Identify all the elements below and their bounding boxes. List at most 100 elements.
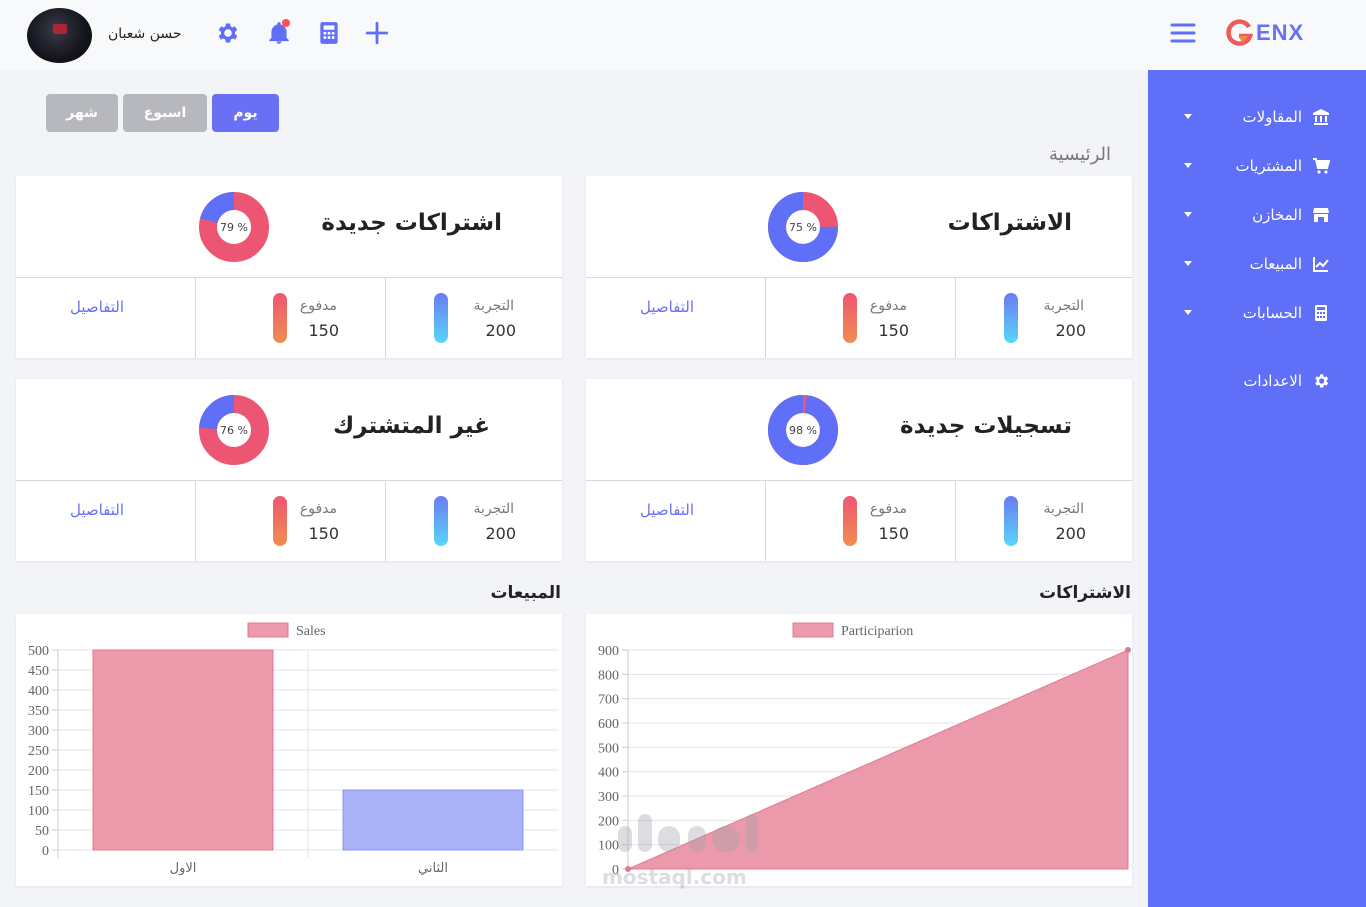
chart-legend: Sales	[247, 622, 326, 639]
y-tick-label: 600	[598, 717, 619, 732]
details-cell: التفاصيل	[16, 481, 195, 561]
chart-legend: Participarion	[792, 622, 913, 639]
details-link[interactable]: التفاصيل	[70, 501, 125, 519]
trial-label: التجربة	[473, 298, 514, 314]
bar[interactable]	[342, 789, 524, 851]
donut-percent-label: 75 %	[789, 221, 817, 234]
card-title: غير المتشترك	[333, 413, 490, 439]
sidebar-item-contracts[interactable]: المقاولات	[1148, 102, 1366, 132]
chevron-down-icon[interactable]	[1184, 310, 1192, 315]
watermark-logo: mostaql.com	[602, 814, 758, 889]
y-tick-label: 50	[35, 824, 49, 839]
y-tick-label: 800	[598, 668, 619, 683]
donut-value-arc	[768, 395, 838, 465]
trial-bar-icon	[434, 293, 448, 343]
donut-center	[787, 211, 819, 243]
sidebar-item-settings[interactable]: الاعدادات	[1148, 366, 1366, 396]
sidebar-item-purchases[interactable]: المشتريات	[1148, 151, 1366, 181]
card-header: غير المتشترك 76 %	[16, 379, 562, 481]
subscriptions-area-chart: Participarion 0 100 200 300 400 500 600 700 800 90…	[586, 614, 1132, 886]
sidebar-item-accounts[interactable]: الحسابات	[1148, 298, 1366, 328]
data-point[interactable]	[1125, 647, 1131, 653]
calculator-icon	[1312, 304, 1330, 322]
trial-stat: التجربة 200	[955, 278, 1132, 358]
bell-icon[interactable]	[264, 18, 294, 48]
y-tick-label: 0	[42, 844, 49, 859]
area-chart-svg: Participarion 0 100 200 300 400 500 600 700 800 90…	[598, 622, 1131, 878]
bank-icon	[1312, 108, 1330, 126]
data-point[interactable]	[625, 866, 631, 872]
percent-donut: 76 %	[199, 395, 269, 465]
cart-icon	[1312, 157, 1331, 175]
trial-value: 200	[1055, 321, 1086, 340]
bar[interactable]	[92, 649, 274, 851]
trial-value: 200	[485, 524, 516, 543]
sidebar-item-label: المخازن	[1252, 206, 1302, 224]
y-tick-label: 300	[598, 790, 619, 805]
top-bar: حسن شعبان ENX	[0, 0, 1366, 70]
logo-text: ENX	[1256, 20, 1305, 45]
username[interactable]: حسن شعبان	[108, 26, 182, 42]
trial-value: 200	[485, 321, 516, 340]
paid-value: 150	[308, 321, 339, 340]
percent-donut: 98 %	[768, 395, 838, 465]
calculator-icon[interactable]	[314, 18, 344, 48]
details-link[interactable]: التفاصيل	[640, 298, 695, 316]
donut-center	[218, 211, 250, 243]
y-tick-label: 200	[598, 814, 619, 829]
trial-label: التجربة	[1043, 501, 1084, 517]
y-tick-label: 100	[28, 804, 49, 819]
card-title: الاشتراكات	[947, 210, 1072, 236]
chevron-down-icon[interactable]	[1184, 114, 1192, 119]
donut-percent-label: 79 %	[220, 221, 248, 234]
plus-icon[interactable]	[362, 18, 392, 48]
sidebar-item-warehouses[interactable]: المخازن	[1148, 200, 1366, 230]
sidebar-item-label: المشتريات	[1235, 157, 1302, 175]
percent-donut: 79 %	[199, 192, 269, 262]
area-series	[627, 649, 1129, 870]
paid-bar-icon	[273, 496, 287, 546]
details-cell: التفاصيل	[16, 278, 195, 358]
y-tick-label: 350	[28, 704, 49, 719]
period-week-button[interactable]: اسبوع	[123, 94, 207, 132]
app-logo[interactable]: ENX	[1224, 16, 1304, 50]
gear-icon	[1312, 372, 1330, 390]
y-tick-label: 300	[28, 724, 49, 739]
hamburger-menu-icon[interactable]	[1168, 18, 1198, 48]
trial-label: التجربة	[473, 501, 514, 517]
x-tick-label: الثاني	[418, 861, 448, 876]
sidebar-item-sales[interactable]: المبيعات	[1148, 249, 1366, 279]
stat-card-new-subscriptions: اشتراكات جديدة 79 % التجربة 200 مدفوع 15…	[16, 176, 562, 358]
paid-bar-icon	[273, 293, 287, 343]
notification-dot	[282, 19, 290, 27]
trial-value: 200	[1055, 524, 1086, 543]
details-link[interactable]: التفاصيل	[640, 501, 695, 519]
chevron-down-icon[interactable]	[1184, 261, 1192, 266]
paid-value: 150	[308, 524, 339, 543]
chart-line-icon	[1312, 255, 1330, 273]
trial-bar-icon	[1004, 496, 1018, 546]
chevron-down-icon[interactable]	[1184, 163, 1192, 168]
chevron-down-icon[interactable]	[1184, 212, 1192, 217]
y-tick-label: 400	[28, 684, 49, 699]
settings-gear-icon[interactable]	[213, 18, 243, 48]
sidebar-item-label: المبيعات	[1249, 255, 1302, 273]
period-month-button[interactable]: شهر	[46, 94, 118, 132]
donut-percent-label: 76 %	[220, 424, 248, 437]
details-link[interactable]: التفاصيل	[70, 298, 125, 316]
subscriptions-chart-title: الاشتراكات	[1039, 583, 1131, 603]
paid-stat: مدفوع 150	[195, 278, 385, 358]
period-day-button[interactable]: يوم	[212, 94, 279, 132]
paid-label: مدفوع	[869, 298, 907, 314]
sidebar-item-label: المقاولات	[1242, 108, 1303, 126]
legend-label: Participarion	[841, 624, 913, 639]
page-title: الرئيسية	[1049, 144, 1111, 165]
donut-value-arc	[199, 192, 269, 262]
y-tick-label: 500	[598, 741, 619, 756]
trial-stat: التجربة 200	[955, 481, 1132, 561]
sales-bar-chart: Sales 0 50 100 150 200 250 300 350 400 450 500 الاول…	[16, 614, 562, 886]
paid-label: مدفوع	[299, 298, 337, 314]
donut-center	[218, 414, 250, 446]
paid-label: مدفوع	[869, 501, 907, 517]
avatar[interactable]	[27, 8, 92, 63]
